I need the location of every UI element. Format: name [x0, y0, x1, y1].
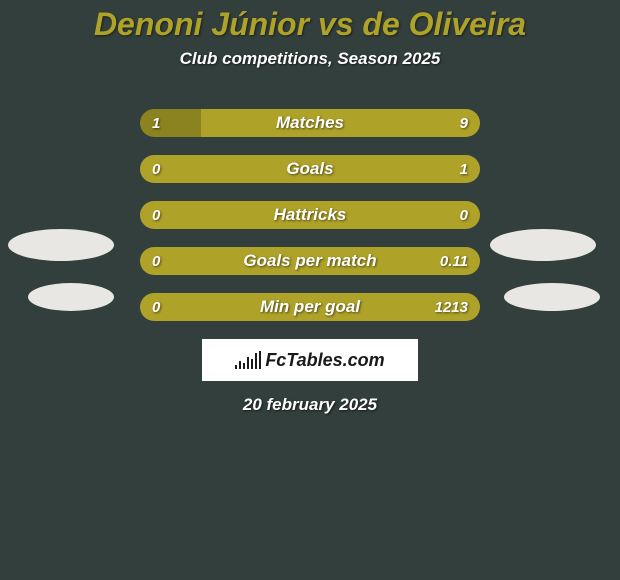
date-label: 20 february 2025: [0, 395, 620, 415]
decorative-ellipse: [28, 283, 114, 311]
decorative-ellipse: [8, 229, 114, 261]
fctables-logo: FcTables.com: [202, 339, 418, 381]
stat-row: 01Goals: [140, 155, 480, 183]
logo-text: FcTables.com: [265, 350, 384, 371]
stat-label: Min per goal: [140, 293, 480, 321]
decorative-ellipse: [504, 283, 600, 311]
page-title: Denoni Júnior vs de Oliveira: [0, 0, 620, 43]
stat-label: Hattricks: [140, 201, 480, 229]
subtitle: Club competitions, Season 2025: [0, 49, 620, 69]
stat-label: Goals per match: [140, 247, 480, 275]
stat-row: 19Matches: [140, 109, 480, 137]
stat-row: 01213Min per goal: [140, 293, 480, 321]
decorative-ellipse: [490, 229, 596, 261]
stat-label: Goals: [140, 155, 480, 183]
stat-row: 00Hattricks: [140, 201, 480, 229]
stat-label: Matches: [140, 109, 480, 137]
comparison-chart: 19Matches 01Goals 00Hattricks 00.11Goals pe…: [0, 109, 620, 415]
logo-bars-icon: [235, 351, 261, 369]
stat-row: 00.11Goals per match: [140, 247, 480, 275]
